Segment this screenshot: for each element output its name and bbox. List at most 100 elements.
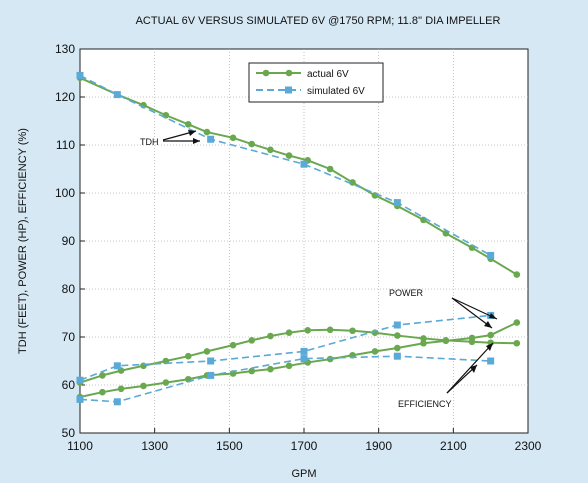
x-tick-label: 1500 xyxy=(216,439,243,453)
y-tick-label: 80 xyxy=(62,282,76,296)
y-tick-labels: 50 60 70 80 90 100 110 120 130 xyxy=(55,42,85,440)
y-tick-label: 60 xyxy=(62,378,76,392)
x-tick-label: 1700 xyxy=(291,439,318,453)
annotation-power: POWER xyxy=(389,288,424,298)
data-point-power-actual xyxy=(326,326,334,334)
data-point-power-actual xyxy=(394,332,401,339)
data-point-efficiency-actual xyxy=(285,362,293,370)
data-point-tdh-actual xyxy=(513,271,521,278)
data-point-efficiency-actual xyxy=(394,344,401,352)
data-point-tdh-actual xyxy=(285,152,293,159)
tdh-arrowhead-upper xyxy=(188,130,196,136)
series-line-tdh-simulated xyxy=(79,74,492,257)
data-point-tdh-simulated xyxy=(76,71,84,79)
legend-marker-actual-2 xyxy=(285,69,293,77)
data-point-power-simulated xyxy=(300,347,308,355)
data-point-power-actual xyxy=(304,326,312,334)
data-point-efficiency-actual xyxy=(117,385,125,393)
y-axis-label: TDH (FEET), POWER (HP), EFFICIENCY (%) xyxy=(17,128,29,354)
x-tick-label: 1900 xyxy=(365,439,392,453)
legend-label-simulated: simulated 6V xyxy=(307,86,365,97)
power-arrow-upper xyxy=(451,297,498,320)
data-point-efficiency-actual xyxy=(99,388,106,396)
data-point-efficiency-actual xyxy=(487,331,494,339)
power-arrowhead-upper xyxy=(489,313,497,319)
data-point-power-actual xyxy=(513,339,521,347)
data-point-power-simulated xyxy=(207,357,215,365)
y-tick-label: 100 xyxy=(55,186,75,200)
data-point-efficiency-simulated xyxy=(300,355,308,363)
data-point-tdh-actual xyxy=(184,121,192,128)
x-tick-labels: 1100 1300 1500 1700 1900 2100 2300 xyxy=(67,428,542,453)
annotations-group: TDH POWER EFFICIENCY xyxy=(140,130,498,409)
data-point-power-actual xyxy=(229,341,237,349)
data-point-power-actual xyxy=(203,348,211,355)
legend-box xyxy=(248,62,384,103)
data-point-power-simulated xyxy=(393,321,401,329)
data-point-power-actual xyxy=(99,372,106,379)
data-point-tdh-actual xyxy=(267,146,274,154)
y-tick-label: 120 xyxy=(55,90,75,104)
efficiency-arrowhead-lower xyxy=(470,365,477,373)
data-point-efficiency-actual xyxy=(371,348,379,355)
tdh-arrowhead-lower xyxy=(193,138,200,144)
legend: actual 6V simulated 6V xyxy=(248,62,384,103)
legend-label-actual: actual 6V xyxy=(307,69,349,80)
data-point-tdh-actual xyxy=(203,128,211,136)
data-point-tdh-actual xyxy=(248,140,256,148)
series-line-power-simulated xyxy=(79,314,491,381)
data-point-efficiency-actual xyxy=(468,334,476,342)
legend-marker-actual xyxy=(262,69,270,77)
data-point-power-actual xyxy=(267,332,274,340)
x-tick-label: 1300 xyxy=(141,439,168,453)
data-point-tdh-simulated xyxy=(207,135,215,143)
data-point-efficiency-actual xyxy=(248,367,256,375)
x-tick-label: 2300 xyxy=(515,439,542,453)
data-point-efficiency-simulated xyxy=(113,398,121,406)
data-point-power-actual xyxy=(248,337,256,344)
data-point-tdh-simulated xyxy=(113,91,121,99)
power-arrow-lower xyxy=(451,297,493,329)
data-point-power-actual xyxy=(349,327,356,335)
power-arrowhead-lower xyxy=(484,321,492,328)
data-point-power-actual xyxy=(285,329,293,336)
data-point-efficiency-simulated xyxy=(487,357,495,365)
data-point-power-actual xyxy=(184,352,192,360)
data-point-tdh-simulated xyxy=(487,251,495,259)
data-point-efficiency-actual xyxy=(513,319,521,326)
y-tick-label: 50 xyxy=(62,426,76,440)
x-axis-label: GPM xyxy=(291,468,316,480)
annotation-efficiency: EFFICIENCY xyxy=(398,399,452,409)
data-point-efficiency-simulated xyxy=(393,352,401,360)
data-point-tdh-simulated xyxy=(300,160,308,168)
data-point-power-simulated xyxy=(113,362,121,370)
data-point-tdh-actual xyxy=(371,192,379,199)
data-point-tdh-actual xyxy=(229,134,237,142)
data-point-efficiency-actual xyxy=(140,382,147,390)
data-point-power-actual xyxy=(420,335,427,342)
data-point-power-actual xyxy=(140,362,147,370)
legend-marker-simulated xyxy=(285,86,292,94)
x-tick-label: 1100 xyxy=(67,439,93,453)
y-tick-label: 130 xyxy=(55,42,75,56)
x-tick-label: 2100 xyxy=(440,439,467,453)
series-group xyxy=(76,71,521,406)
annotation-tdh: TDH xyxy=(140,137,159,147)
data-point-efficiency-actual xyxy=(442,337,450,345)
series-line-tdh-actual xyxy=(79,76,518,276)
data-point-efficiency-simulated xyxy=(207,371,215,379)
y-tick-label: 70 xyxy=(62,330,76,344)
data-point-tdh-actual xyxy=(420,216,427,224)
data-point-efficiency-actual xyxy=(267,365,274,373)
data-point-tdh-actual xyxy=(326,165,334,173)
chart-title: ACTUAL 6V VERSUS SIMULATED 6V @1750 RPM;… xyxy=(136,15,501,27)
data-point-efficiency-actual xyxy=(420,339,427,347)
data-point-efficiency-actual xyxy=(162,379,170,386)
data-point-efficiency-simulated xyxy=(76,395,84,403)
series-line-efficiency-simulated xyxy=(79,355,491,403)
efficiency-arrow-upper xyxy=(446,342,494,394)
efficiency-arrowhead-upper xyxy=(486,343,493,351)
y-tick-label: 90 xyxy=(62,234,76,248)
data-point-efficiency-actual xyxy=(326,355,334,363)
